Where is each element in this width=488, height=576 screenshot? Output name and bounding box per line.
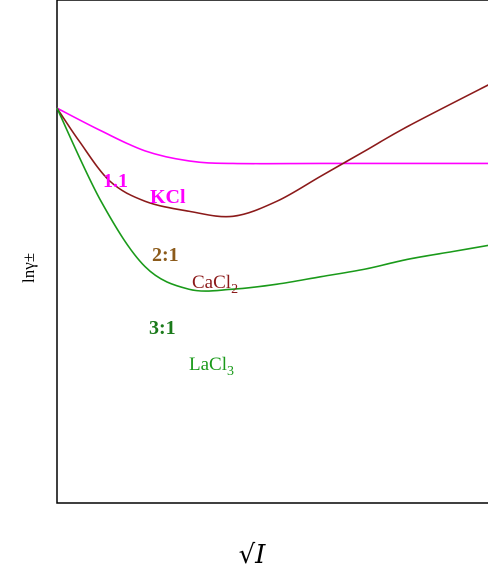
y-axis-label: lnγ± xyxy=(19,253,38,283)
annotation-lacl3-sub: 3 xyxy=(227,364,234,379)
annotation-lacl3-ratio: 3:1 xyxy=(149,317,176,339)
annotation-cacl2-sub: 2 xyxy=(231,282,238,297)
x-axis-label: √I xyxy=(239,540,267,570)
series-line-kcl xyxy=(56,107,488,165)
annotation-lacl3-base: LaCl xyxy=(189,354,227,375)
annotation-cacl2-name: CaCl2 xyxy=(192,272,238,297)
annotation-cacl2-ratio: 2:1 xyxy=(152,244,179,266)
series-line-lacl3 xyxy=(56,107,488,292)
annotation-lacl3-name: LaCl3 xyxy=(189,354,234,379)
annotation-kcl-name: KCl xyxy=(150,186,186,208)
annotation-cacl2-base: CaCl xyxy=(192,272,231,293)
series-layer xyxy=(56,84,488,292)
plot-frame xyxy=(56,0,488,504)
series-line-cacl2 xyxy=(56,84,488,218)
annotation-kcl-ratio: 1.1 xyxy=(103,170,128,192)
